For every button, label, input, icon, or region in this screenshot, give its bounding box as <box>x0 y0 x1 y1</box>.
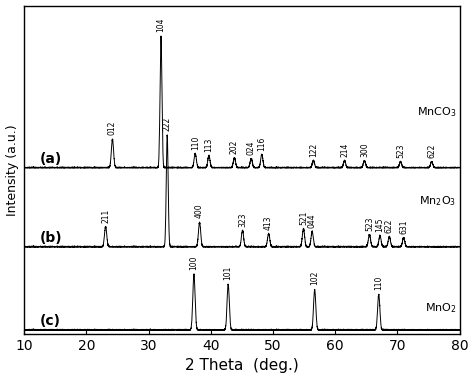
Text: 300: 300 <box>360 142 369 157</box>
Text: 100: 100 <box>190 256 199 270</box>
Text: 102: 102 <box>310 271 319 285</box>
X-axis label: 2 Theta  (deg.): 2 Theta (deg.) <box>185 359 299 373</box>
Text: 523: 523 <box>396 143 405 158</box>
Text: 110: 110 <box>191 135 200 150</box>
Text: Mn$_2$O$_3$: Mn$_2$O$_3$ <box>419 194 456 208</box>
Text: 214: 214 <box>340 142 349 157</box>
Text: 523: 523 <box>365 216 374 230</box>
Text: 222: 222 <box>163 117 172 131</box>
Text: 622: 622 <box>427 143 436 158</box>
Text: 202: 202 <box>230 139 239 153</box>
Text: 044: 044 <box>308 213 317 227</box>
Text: 211: 211 <box>101 208 110 222</box>
Text: 101: 101 <box>224 266 233 280</box>
Text: 622: 622 <box>385 218 394 233</box>
Text: 323: 323 <box>238 212 247 227</box>
Text: MnCO$_3$: MnCO$_3$ <box>417 105 456 119</box>
Text: 113: 113 <box>204 137 213 152</box>
Text: 631: 631 <box>399 219 408 234</box>
Y-axis label: Intensity (a.u.): Intensity (a.u.) <box>6 124 18 216</box>
Text: 122: 122 <box>309 143 318 157</box>
Text: (b): (b) <box>40 231 62 245</box>
Text: 400: 400 <box>195 204 204 218</box>
Text: 110: 110 <box>374 276 383 290</box>
Text: MnO$_2$: MnO$_2$ <box>425 301 456 315</box>
Text: 145: 145 <box>375 217 384 232</box>
Text: 012: 012 <box>108 121 117 135</box>
Text: 521: 521 <box>299 210 308 224</box>
Text: 104: 104 <box>156 17 165 32</box>
Text: 413: 413 <box>264 215 273 230</box>
Text: (a): (a) <box>40 152 62 166</box>
Text: 116: 116 <box>257 136 266 150</box>
Text: 024: 024 <box>246 140 255 155</box>
Text: (c): (c) <box>40 314 61 328</box>
